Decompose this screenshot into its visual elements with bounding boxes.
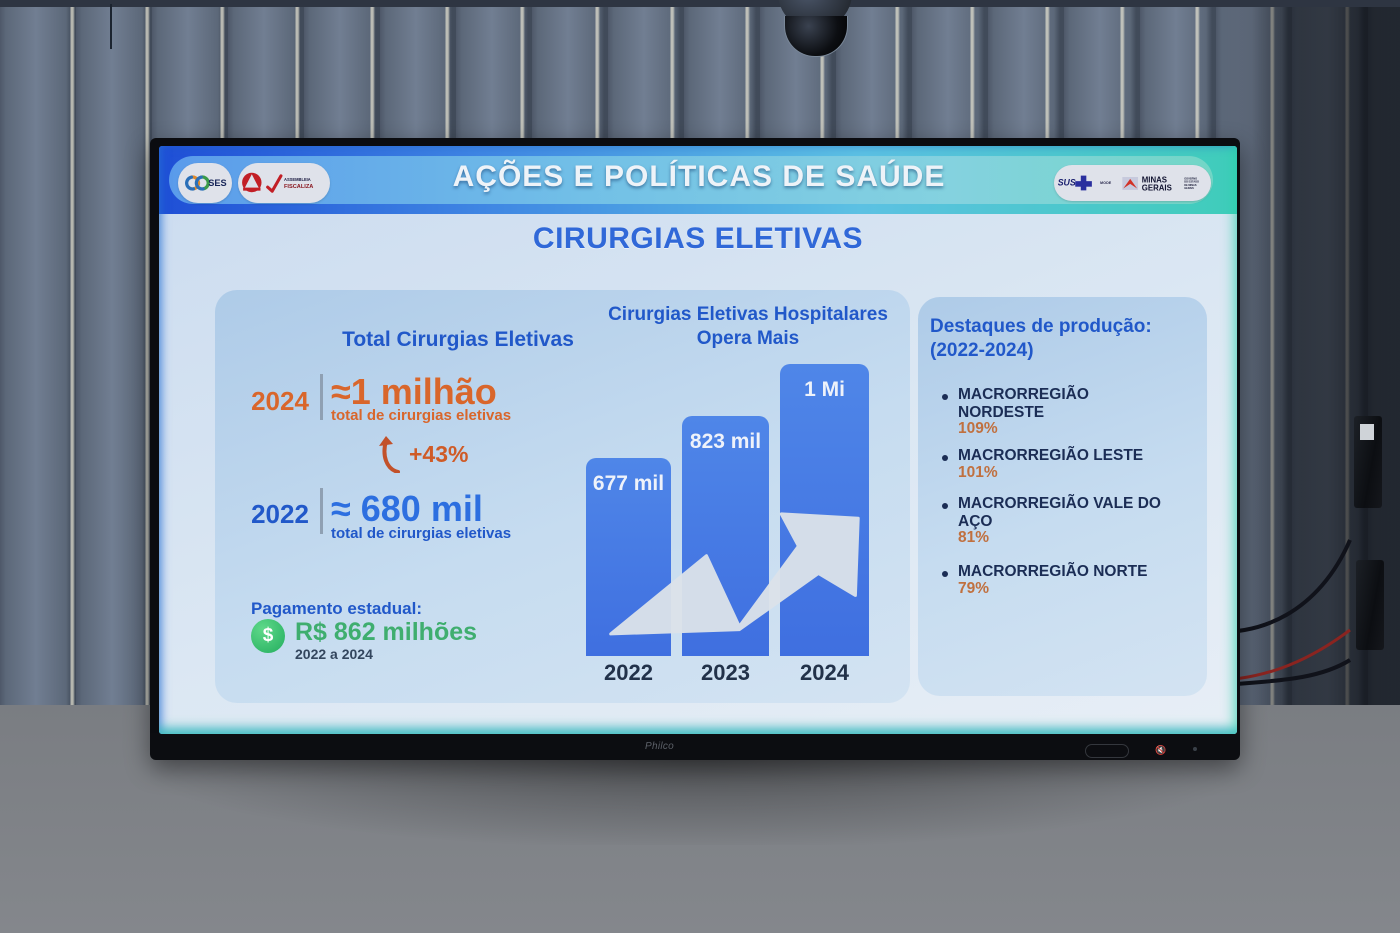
svg-text:GERAIS: GERAIS (1184, 187, 1194, 190)
svg-text:SES: SES (208, 178, 226, 188)
svg-text:DO ESTADO: DO ESTADO (1184, 181, 1199, 184)
svg-text:DE MINAS: DE MINAS (1184, 184, 1197, 187)
svg-text:MODE: MODE (1100, 181, 1112, 185)
svg-text:GOVERNO: GOVERNO (1184, 177, 1197, 180)
svg-text:GERAIS: GERAIS (1142, 183, 1172, 192)
